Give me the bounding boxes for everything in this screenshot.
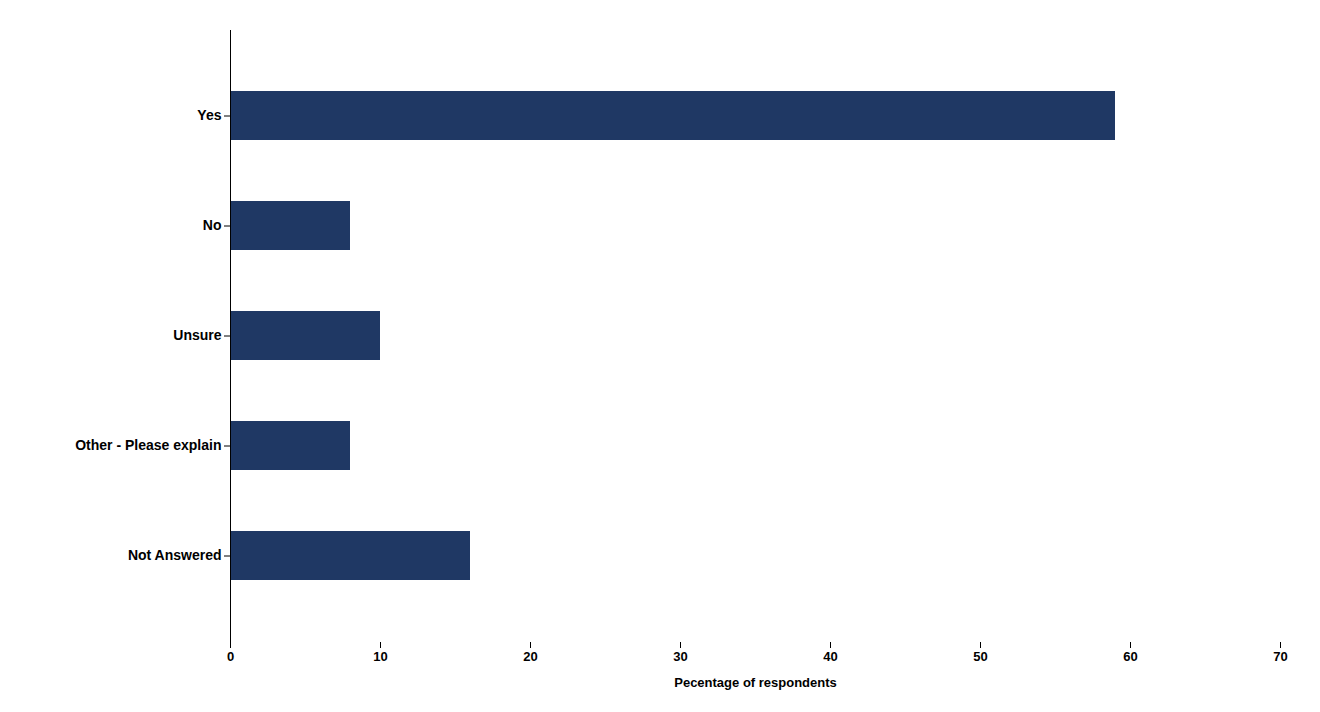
svg-text:60: 60 [1123,649,1137,664]
svg-text:20: 20 [523,649,537,664]
svg-text:Yes: Yes [197,107,221,123]
svg-text:No: No [203,217,222,233]
svg-text:Other - Please explain: Other - Please explain [75,437,221,453]
svg-text:50: 50 [973,649,987,664]
svg-text:Not Answered: Not Answered [128,547,222,563]
svg-text:Unsure: Unsure [173,327,221,343]
svg-text:70: 70 [1273,649,1287,664]
svg-text:30: 30 [673,649,687,664]
svg-text:40: 40 [823,649,837,664]
svg-text:Pecentage of respondents: Pecentage of respondents [674,675,837,690]
svg-text:10: 10 [373,649,387,664]
svg-text:0: 0 [227,649,234,664]
